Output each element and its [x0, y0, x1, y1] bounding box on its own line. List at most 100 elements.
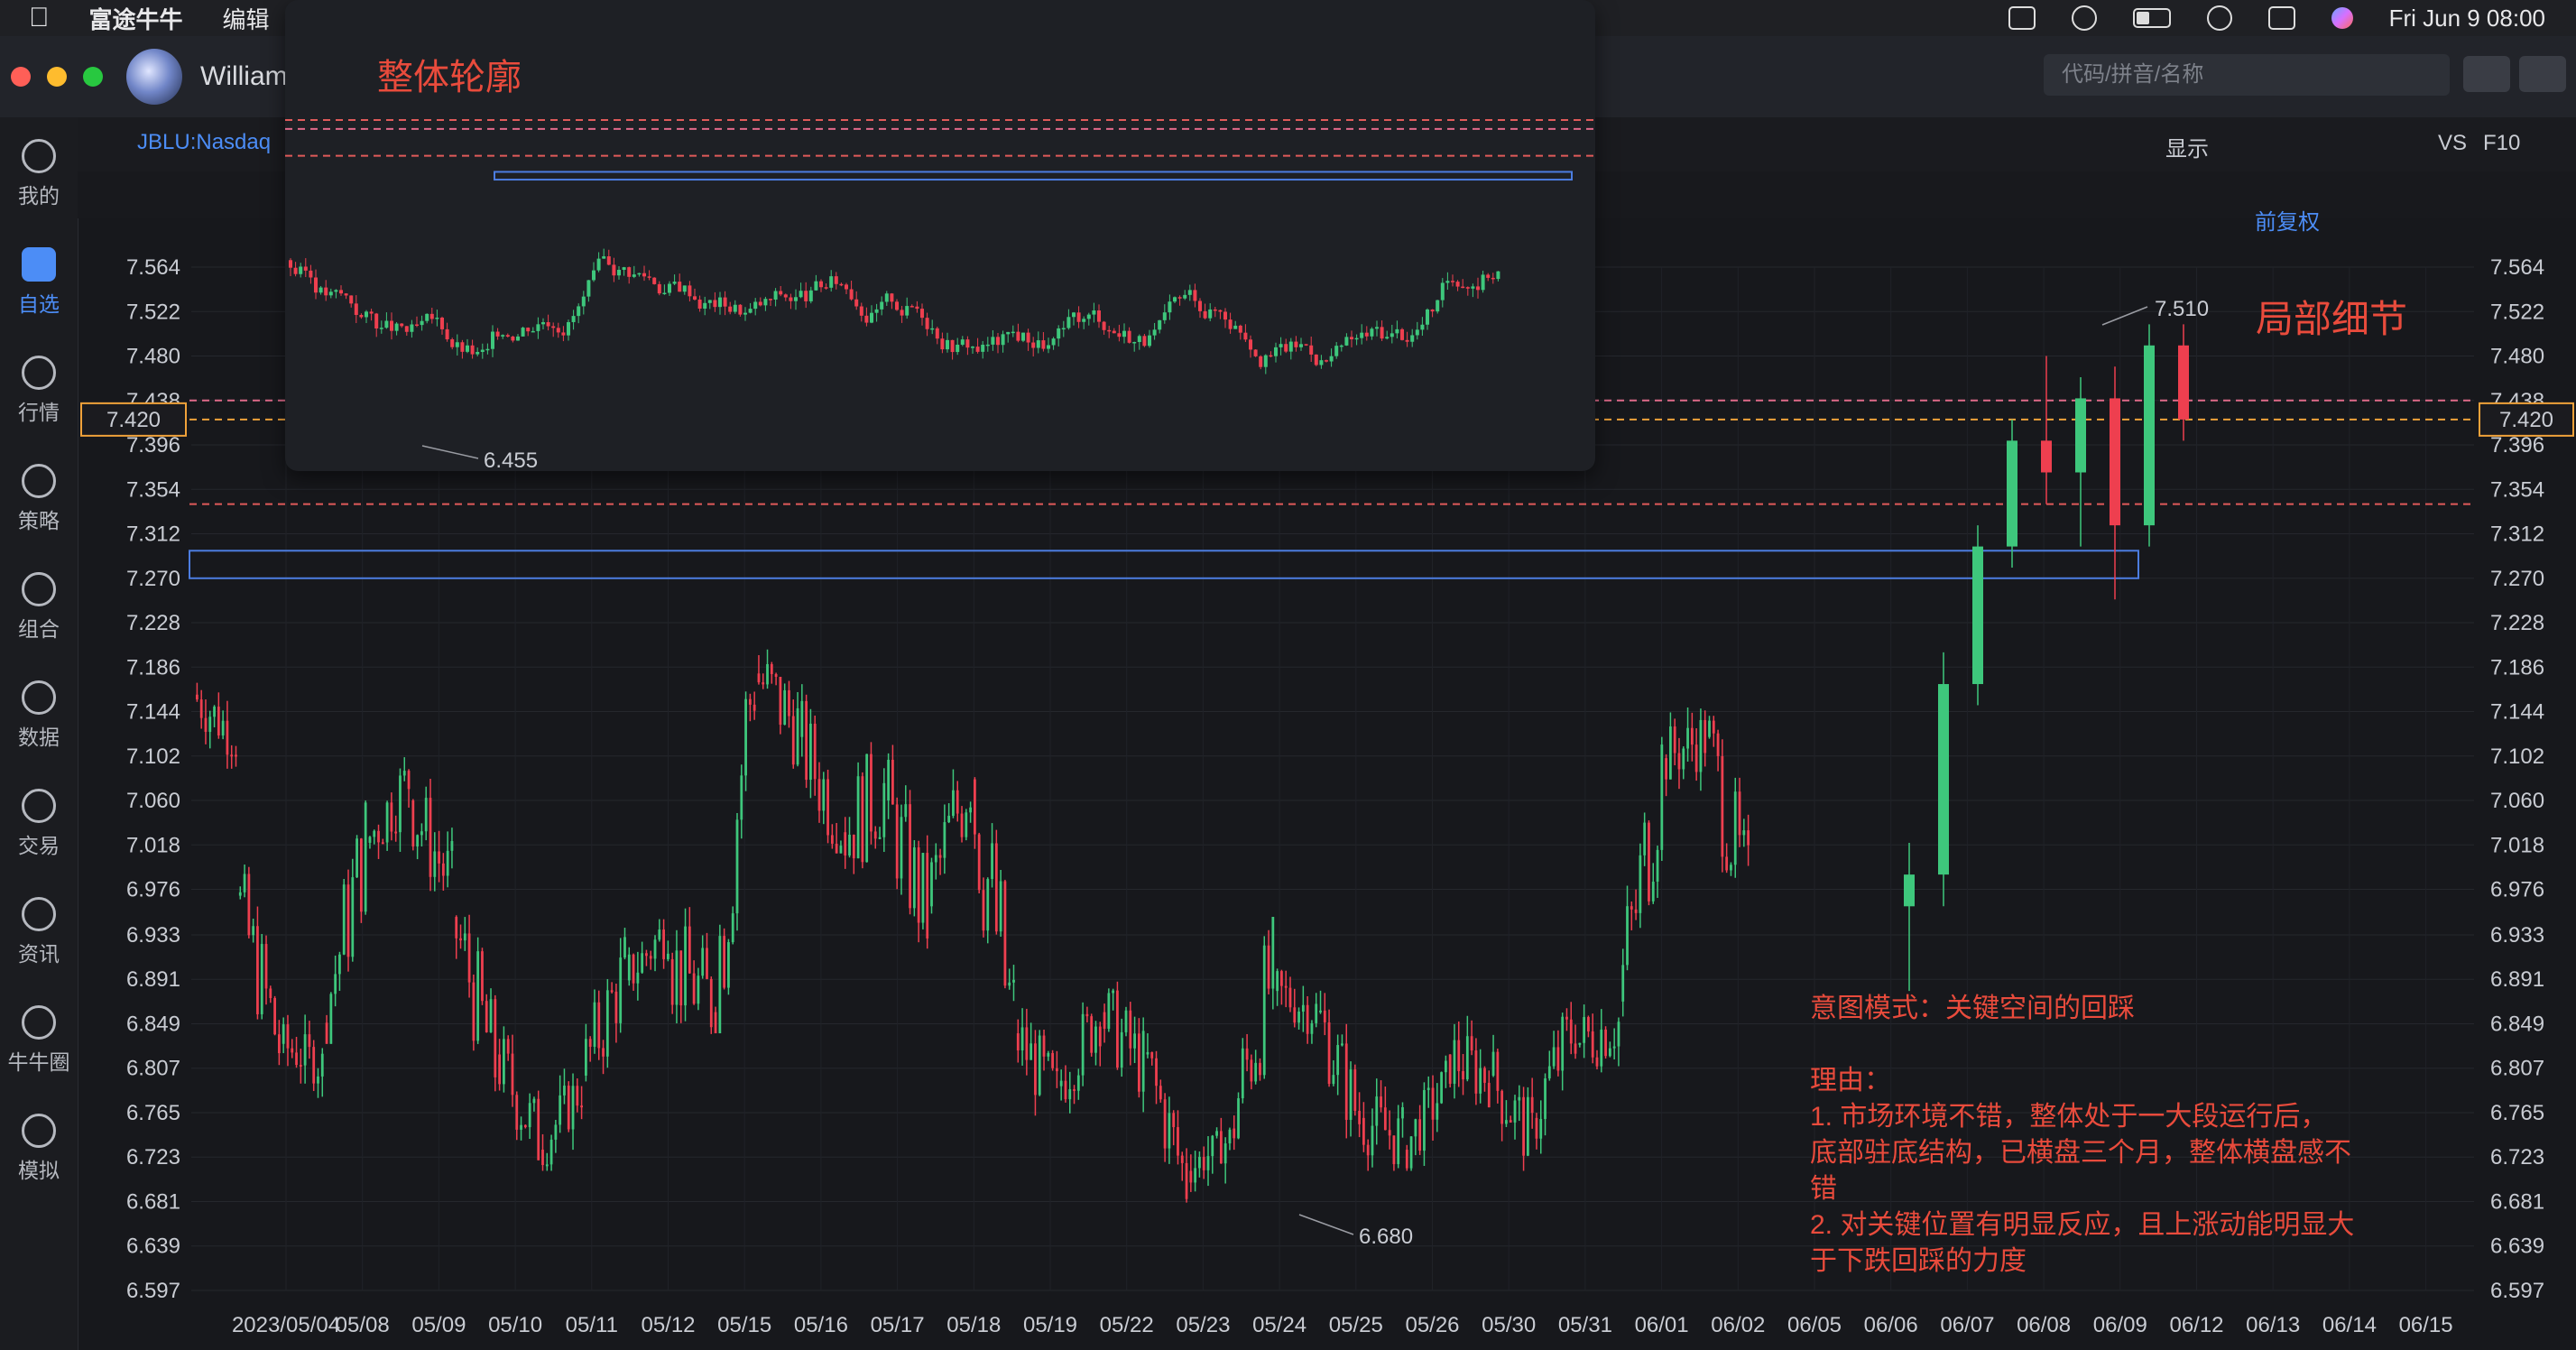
sidebar-item-portfolio[interactable]: 组合 [0, 572, 78, 643]
overview-candle-body [783, 294, 788, 298]
candle-body [563, 1086, 566, 1096]
candle-body [196, 694, 199, 700]
candle-body [805, 700, 808, 781]
sidebar-item-watchlist[interactable]: 自选 [0, 247, 78, 318]
candle-body [226, 720, 229, 755]
news-icon [22, 897, 56, 931]
app-status-icon[interactable] [2008, 6, 2036, 30]
minimize-window-button[interactable] [47, 67, 67, 87]
candle-body [999, 881, 1002, 932]
high-marker-line [2101, 306, 2148, 326]
overview-candle-body [1360, 332, 1364, 338]
candle-body [723, 936, 726, 988]
sidebar-item-strategy[interactable]: 策略 [0, 464, 78, 534]
candle-body [1470, 1036, 1473, 1051]
overview-low-marker [421, 445, 479, 459]
overview-candle-body [602, 256, 606, 259]
y-tick-label: 6.597 [2490, 1279, 2544, 1303]
trade-icon [22, 789, 56, 823]
close-window-button[interactable] [11, 67, 31, 87]
sidebar-item-mine[interactable]: 我的 [0, 139, 78, 209]
overview-candle-body [1354, 338, 1359, 340]
overview-candle-body [981, 345, 985, 352]
person-icon [22, 139, 56, 173]
price-adjust-dropdown[interactable]: 前复权 [2255, 210, 2320, 235]
candle-body [459, 938, 462, 941]
y-tick-label: 7.564 [126, 255, 180, 280]
siri-icon[interactable] [2331, 7, 2353, 29]
candle-body [1544, 1078, 1547, 1120]
candle-body [822, 779, 826, 811]
play-icon[interactable] [2071, 5, 2097, 31]
y-tick-label: 6.597 [126, 1279, 180, 1303]
battery-icon[interactable] [2132, 8, 2171, 28]
sidebar-item-community[interactable]: 牛牛圈 [0, 1005, 78, 1076]
overview-title: 整体轮廓 [377, 58, 522, 97]
candle-body [1733, 791, 1737, 865]
control-center-icon[interactable] [2267, 6, 2295, 30]
x-tick-label: 05/19 [1023, 1313, 1077, 1337]
display-dropdown[interactable]: 显示 [2165, 137, 2209, 162]
candle-body [658, 929, 661, 940]
candle-body [585, 1039, 587, 1076]
avatar[interactable] [126, 49, 182, 105]
candle-body [537, 1098, 540, 1160]
candle-body [1600, 1029, 1603, 1067]
sidebar-item-news[interactable]: 资讯 [0, 897, 78, 967]
f10-button[interactable]: F10 [2483, 131, 2521, 155]
candle-body [1392, 1135, 1396, 1165]
overview-candle-body [1344, 337, 1349, 346]
candle-body [1565, 1016, 1568, 1020]
overview-candle-body [577, 306, 581, 317]
y-tick-label: 6.765 [126, 1101, 180, 1125]
zoom-window-button[interactable] [83, 67, 103, 87]
candle-body [909, 804, 911, 909]
overview-candle-body [561, 332, 566, 336]
overview-candle-body [834, 276, 838, 284]
overview-candle-body [303, 266, 308, 271]
overview-candle-body [1436, 300, 1440, 312]
overview-candle-body [1259, 356, 1263, 367]
overview-candle-body [1158, 319, 1162, 330]
overview-candle-body [743, 312, 747, 315]
candle-body [1034, 1043, 1037, 1096]
overview-candle-body [1440, 282, 1445, 301]
overview-candle-body [874, 309, 879, 313]
candle-body [930, 862, 933, 907]
candle-body [1397, 1118, 1400, 1165]
candle-body [762, 682, 765, 685]
overview-candle-body [1486, 274, 1491, 278]
candle-body [2178, 345, 2189, 420]
candle-body [1353, 1069, 1357, 1111]
candle-body [385, 802, 389, 843]
overview-candle-body [632, 274, 636, 277]
candle-body [1621, 965, 1625, 1002]
layout-button[interactable] [2519, 56, 2566, 92]
wifi-icon[interactable] [2206, 5, 2232, 31]
overview-candle-body [606, 256, 611, 265]
app-name-menu[interactable]: 富途牛牛 [69, 5, 183, 33]
y-tick-label: 7.354 [126, 477, 180, 502]
vs-button[interactable]: VS [2438, 131, 2468, 155]
candle-body [1712, 720, 1715, 734]
apple-icon[interactable]:  [29, 3, 50, 33]
overview-candle-body [678, 282, 682, 292]
sidebar-item-market[interactable]: 行情 [0, 356, 78, 426]
menubar-clock[interactable]: Fri Jun 9 08:00 [2388, 4, 2545, 32]
sidebar-item-data[interactable]: 数据 [0, 680, 78, 751]
candle-body [381, 842, 384, 845]
sidebar-item-simulate[interactable]: 模拟 [0, 1114, 78, 1184]
sidebar-item-trade[interactable]: 交易 [0, 789, 78, 859]
overview-candle-body [682, 285, 687, 292]
candle-body [1453, 1040, 1456, 1084]
search-input[interactable]: 代码/拼音/名称 [2044, 54, 2450, 96]
candle-body [670, 958, 674, 1005]
overview-candle-body [1117, 333, 1122, 338]
overview-candle-body [1350, 337, 1353, 339]
overview-candle-body [1476, 286, 1480, 291]
overview-candle-body [991, 337, 995, 345]
skin-button[interactable] [2463, 56, 2510, 92]
overview-candle-body [1223, 311, 1227, 320]
edit-menu[interactable]: 编辑 [202, 5, 270, 33]
symbol-label[interactable]: JBLU:Nasdaq [137, 130, 272, 154]
